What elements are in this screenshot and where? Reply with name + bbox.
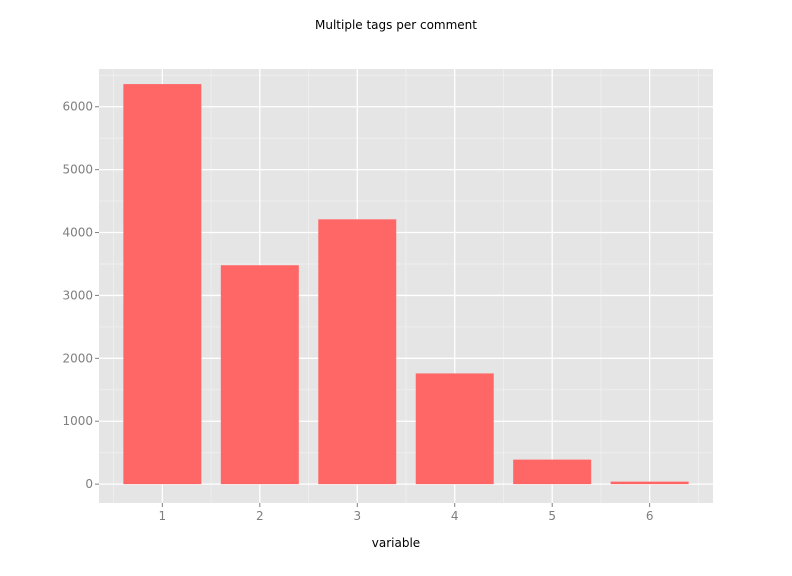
- x-axis-label: variable: [372, 536, 420, 550]
- y-tick-label: 3000: [62, 288, 93, 302]
- x-tick-label: 1: [159, 509, 167, 523]
- x-tick-label: 2: [256, 509, 264, 523]
- bar-5: [513, 459, 592, 485]
- chart-title: Multiple tags per comment: [315, 18, 477, 32]
- x-tick-label: 4: [451, 509, 459, 523]
- bar-6: [610, 481, 689, 485]
- bar-3: [318, 219, 397, 485]
- x-tick-label: 6: [646, 509, 654, 523]
- y-tick-label: 1000: [62, 414, 93, 428]
- x-tick-label: 3: [353, 509, 361, 523]
- x-axis: 1 2 3 4 5 6: [159, 503, 654, 523]
- y-tick-label: 0: [85, 477, 93, 491]
- y-tick-label: 6000: [62, 100, 93, 114]
- bar-1: [123, 84, 202, 485]
- bar-2: [220, 265, 299, 485]
- bar-4: [415, 373, 494, 485]
- x-tick-label: 5: [548, 509, 556, 523]
- y-tick-label: 4000: [62, 226, 93, 240]
- y-tick-label: 2000: [62, 351, 93, 365]
- bars: [123, 84, 689, 485]
- y-tick-label: 5000: [62, 163, 93, 177]
- y-axis: 0 1000 2000 3000 4000 5000 6000: [62, 100, 99, 491]
